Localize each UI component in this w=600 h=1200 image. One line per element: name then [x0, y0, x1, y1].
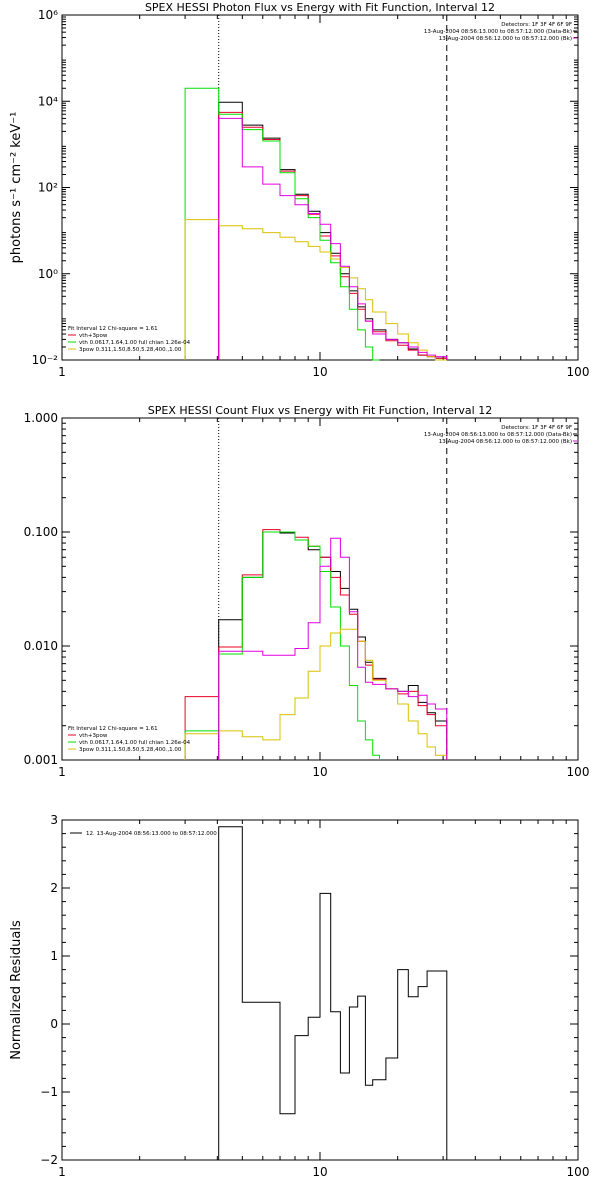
x-tick-label: 10 [312, 765, 327, 779]
legend-top-right-entry: 13-Aug-2004 08:56:12.000 to 08:57:12.000… [439, 36, 572, 42]
y-tick-label: 1 [50, 949, 58, 963]
x-tick-label: 100 [567, 365, 590, 379]
series-3-line [184, 628, 448, 760]
legend-bottom-left-entry: vth 0.0617,1.64,1.00 full chian 1.26e-04 [79, 340, 191, 346]
series-0-line [218, 826, 448, 1160]
x-tick-label: 10 [312, 365, 327, 379]
chart-title: SPEX HESSI Count Flux vs Energy with Fit… [148, 404, 492, 417]
series-4-line [218, 117, 448, 360]
series-1-line [184, 529, 448, 760]
y-axis-label: Normalized Residuals [9, 920, 24, 1060]
residuals-panel: 1 10 100 −2 −1 0 1 2 3 Normalized Residuals 12. 13… [9, 813, 589, 1179]
legend-bottom-left-entry: Fit Interval 12 Chi-square = 1.61 [68, 726, 158, 732]
series-2-line [184, 87, 380, 361]
series-0-line [218, 101, 448, 360]
y-tick-label: 1.000 [24, 411, 58, 425]
count-flux-panel: SPEX HESSI Count Flux vs Energy with Fit… [24, 404, 590, 779]
legend-top-right-entry: 13-Aug-2004 08:56:13.000 to 08:57:12.000… [424, 29, 572, 35]
series-0-line [218, 531, 448, 760]
y-tick-label: 3 [50, 813, 58, 827]
y-tick-label: −2 [40, 1153, 58, 1167]
photon-flux-panel: SPEX HESSI Photon Flux vs Energy with Fi… [9, 1, 589, 379]
y-tick-label: 10⁰ [38, 267, 58, 281]
plot-frame [61, 14, 579, 361]
y-tick-label: 0.100 [24, 525, 58, 539]
legend-top-right-entry: 13-Aug-2004 08:56:12.000 to 08:57:12.000… [439, 439, 572, 445]
y-tick-label: 10² [38, 181, 58, 195]
y-tick-label: 0.001 [24, 753, 58, 767]
x-tick-label: 1 [58, 765, 66, 779]
legend-bottom-left-entry: Fit Interval 12 Chi-square = 1.61 [68, 326, 158, 332]
y-tick-label: 2 [50, 881, 58, 895]
y-tick-label: 0 [50, 1017, 58, 1031]
legend-bottom-left-entry: vth+3pow [79, 333, 108, 339]
legend-top-right-entry: Detectors: 1F 3F 4F 6F 9F [501, 425, 572, 431]
legend-bottom-left-entry: vth+3pow [79, 733, 108, 739]
y-axis-label: photons s⁻¹ cm⁻² keV⁻¹ [9, 112, 24, 264]
chart-title: SPEX HESSI Photon Flux vs Energy with Fi… [145, 1, 495, 14]
y-tick-label: 10⁶ [38, 8, 58, 22]
y-tick-label: 10⁻² [32, 353, 59, 367]
legend-top-left-entry: 12. 13-Aug-2004 08:56:13.000 to 08:57:12… [86, 831, 217, 837]
y-tick-label: 10⁴ [38, 94, 58, 108]
y-tick-label: 0.010 [24, 639, 58, 653]
x-tick-label: 10 [312, 1165, 327, 1179]
series-3-line [184, 219, 447, 361]
legend-bottom-left-entry: 3pow 0.311,1.50,8.50,5.28,400.,1.00 [79, 747, 182, 753]
x-tick-label: 1 [58, 1165, 66, 1179]
legend-top-right-entry: Detectors: 1F 3F 4F 6F 9F [501, 22, 572, 28]
series-4-line [218, 537, 448, 760]
legend-bottom-left-entry: vth 0.0617,1.64,1.00 full chian 1.26e-04 [79, 740, 191, 746]
x-tick-label: 100 [567, 1165, 590, 1179]
series-1-line [218, 111, 448, 360]
legend-top-right-entry: 13-Aug-2004 08:56:13.000 to 08:57:12.000… [424, 432, 572, 438]
legend-bottom-left-entry: 3pow 0.311,1.50,8.50,5.28,400.,1.00 [79, 347, 182, 353]
series-2-line [184, 531, 380, 760]
y-tick-label: −1 [40, 1085, 58, 1099]
x-tick-label: 100 [567, 765, 590, 779]
x-tick-label: 1 [58, 365, 66, 379]
